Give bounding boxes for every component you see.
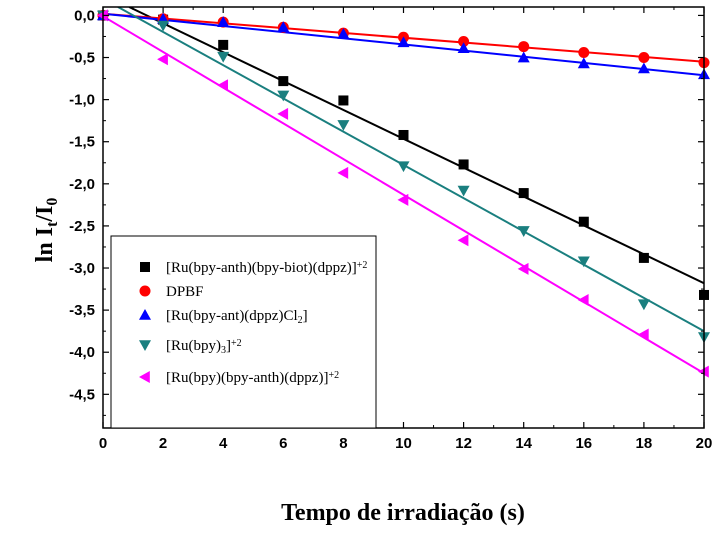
data-point-series-3	[397, 36, 410, 48]
x-axis-title: Tempo de irradiação (s)	[281, 500, 525, 526]
x-tick-label: 14	[515, 435, 532, 452]
axes: 0 2 4 6 8 10 12 14 16 18 20 0,0 -0,5 -1,0 -1,5 -2,0 -2,5…	[69, 6, 713, 452]
data-point-series-5	[517, 262, 529, 275]
data-point-series-3	[637, 62, 650, 74]
legend-marker-series-3	[139, 309, 151, 320]
data-point-series-5	[217, 79, 228, 92]
data-point-series-3	[337, 27, 350, 39]
data-point-series-1	[218, 39, 229, 50]
legend-marker-series-5	[139, 371, 150, 383]
data-point-series-5	[577, 294, 589, 307]
data-point-series-5	[157, 53, 168, 66]
data-point-series-5	[337, 166, 349, 179]
data-point-series-4	[457, 185, 470, 197]
data-point-series-4	[517, 226, 530, 237]
data-point-series-3	[457, 42, 470, 54]
data-point-series-4	[637, 299, 650, 311]
data-point-series-5	[457, 234, 469, 247]
legend-label-series-3: [Ru(bpy-ant)(dppz)Cl2]	[166, 308, 308, 326]
legend-box	[110, 235, 377, 429]
data-point-series-2	[638, 52, 650, 64]
data-point-series-3	[577, 57, 590, 69]
fit-line-series-5	[103, 15, 704, 375]
data-point-series-5	[277, 107, 289, 120]
legend-label-series-4: [Ru(bpy)3]+2	[166, 338, 242, 357]
y-axis-title: ln It/I0	[32, 198, 61, 263]
x-tick-label: 18	[636, 435, 653, 452]
x-tick-label: 10	[395, 435, 412, 452]
data-point-series-5	[397, 193, 409, 206]
data-point-series-4	[277, 90, 290, 102]
x-tick-label: 16	[575, 435, 592, 452]
y-tick-label: -1,5	[69, 134, 95, 151]
data-point-series-1	[578, 216, 589, 227]
data-point-series-1	[278, 76, 289, 87]
data-point-series-1	[638, 252, 649, 263]
data-point-series-1	[458, 159, 469, 170]
y-tick-label: -3,5	[69, 302, 95, 319]
x-tick-label: 20	[696, 435, 713, 452]
legend: [Ru(bpy-anth)(bpy-biot)(dppz)]+2 DPBF [Ru(…	[110, 235, 377, 429]
y-tick-label: -2,5	[69, 218, 95, 235]
data-point-series-2	[458, 36, 470, 48]
x-tick-label: 6	[279, 435, 287, 452]
data-point-series-3	[517, 51, 530, 63]
data-point-series-4	[577, 256, 590, 268]
x-tick-label: 4	[219, 435, 228, 452]
data-point-series-4	[217, 51, 230, 63]
x-tick-label: 2	[159, 435, 167, 452]
legend-label-series-5: [Ru(bpy)(bpy-anth)(dppz)]+2	[166, 370, 339, 387]
data-point-series-4	[337, 120, 350, 131]
fit-line-series-4	[117, 7, 704, 333]
y-tick-label: -4,5	[69, 386, 95, 403]
data-point-series-4	[397, 161, 410, 173]
data-point-series-1	[518, 188, 529, 199]
data-point-series-3	[217, 16, 230, 27]
data-point-series-1	[338, 95, 349, 106]
y-tick-label: -0,5	[69, 50, 95, 67]
legend-marker-series-1	[140, 262, 150, 272]
y-tick-label: -4,0	[69, 344, 95, 361]
legend-label-series-1: [Ru(bpy-anth)(bpy-biot)(dppz)]+2	[166, 260, 367, 277]
data-point-series-2	[578, 46, 590, 58]
y-tick-label: 0,0	[74, 7, 95, 24]
data-point-series-5	[637, 328, 649, 341]
y-tick-label: -3,0	[69, 260, 95, 277]
legend-label-series-2: DPBF	[166, 284, 204, 300]
data-point-series-1	[398, 129, 409, 140]
data-point-series-2	[518, 41, 530, 53]
x-tick-label: 0	[99, 435, 107, 452]
y-tick-label: -2,0	[69, 176, 95, 193]
legend-marker-series-4	[139, 340, 151, 351]
data-point-series-3	[277, 21, 290, 33]
x-tick-label: 8	[339, 435, 347, 452]
data-point-series-4	[157, 20, 170, 32]
y-tick-label: -1,0	[69, 92, 95, 109]
legend-marker-series-2	[139, 285, 151, 297]
x-tick-label: 12	[455, 435, 472, 452]
